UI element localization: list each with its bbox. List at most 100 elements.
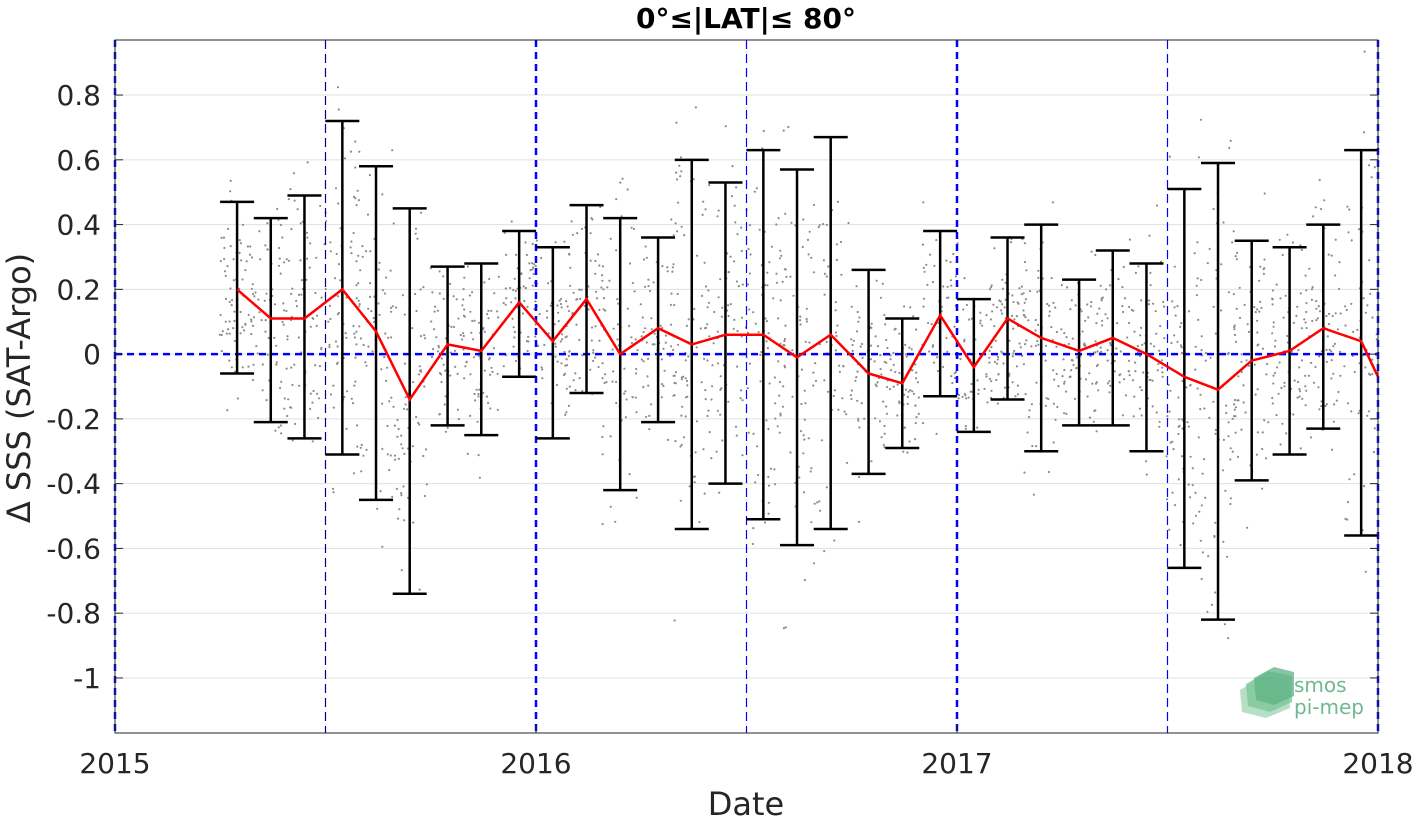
scatter-point bbox=[1213, 534, 1216, 538]
scatter-point bbox=[567, 404, 571, 407]
scatter-point bbox=[1131, 379, 1135, 382]
scatter-point bbox=[874, 383, 877, 386]
scatter-point bbox=[1016, 393, 1020, 396]
scatter-point bbox=[1305, 326, 1308, 330]
scatter-point bbox=[947, 296, 950, 299]
scatter-point bbox=[835, 258, 839, 261]
scatter-point bbox=[963, 392, 966, 395]
scatter-point bbox=[1044, 344, 1048, 347]
scatter-point bbox=[1261, 431, 1264, 434]
scatter-point bbox=[370, 310, 373, 313]
scatter-point bbox=[1172, 448, 1175, 451]
scatter-point bbox=[792, 294, 795, 297]
scatter-point bbox=[1368, 259, 1371, 262]
scatter-point bbox=[1060, 284, 1063, 287]
scatter-point bbox=[312, 389, 315, 393]
scatter-point bbox=[817, 226, 820, 229]
scatter-point bbox=[569, 266, 572, 269]
scatter-point bbox=[1171, 440, 1174, 443]
scatter-point bbox=[223, 258, 226, 261]
scatter-point bbox=[666, 266, 669, 269]
scatter-point bbox=[1193, 252, 1196, 255]
scatter-point bbox=[708, 184, 711, 187]
scatter-point bbox=[220, 350, 223, 353]
scatter-point bbox=[803, 579, 807, 582]
scatter-point bbox=[385, 379, 388, 382]
scatter-point bbox=[881, 282, 884, 285]
scatter-point bbox=[915, 328, 918, 331]
scatter-point bbox=[1028, 409, 1031, 412]
scatter-point bbox=[258, 230, 261, 233]
scatter-point bbox=[647, 357, 650, 360]
scatter-point bbox=[1214, 332, 1217, 335]
scatter-point bbox=[244, 269, 247, 272]
scatter-point bbox=[1052, 301, 1055, 304]
scatter-point bbox=[721, 439, 724, 442]
scatter-point bbox=[343, 157, 347, 160]
scatter-point bbox=[921, 243, 925, 246]
scatter-point bbox=[700, 294, 704, 297]
scatter-point bbox=[1317, 386, 1320, 389]
mean-line bbox=[236, 287, 1380, 402]
scatter-point bbox=[1000, 309, 1003, 312]
scatter-point bbox=[922, 297, 926, 300]
scatter-point bbox=[787, 125, 790, 129]
scatter-point bbox=[1350, 302, 1353, 305]
scatter-point bbox=[808, 341, 811, 344]
scatter-point bbox=[483, 281, 486, 284]
scatter-point bbox=[928, 350, 931, 353]
scatter-point bbox=[1122, 265, 1125, 269]
scatter-point bbox=[1231, 450, 1234, 453]
scatter-point bbox=[1158, 425, 1161, 428]
scatter-point bbox=[602, 288, 605, 291]
scatter-point bbox=[662, 347, 665, 350]
scatter-point bbox=[1273, 345, 1276, 348]
scatter-point bbox=[884, 323, 887, 326]
scatter-point bbox=[433, 310, 436, 313]
scatter-point bbox=[1057, 385, 1060, 388]
scatter-point bbox=[233, 310, 236, 313]
scatter-point bbox=[770, 245, 774, 248]
scatter-point bbox=[673, 619, 676, 622]
scatter-point bbox=[850, 389, 853, 392]
scatter-point bbox=[781, 280, 784, 283]
scatter-point bbox=[860, 402, 863, 405]
scatter-point bbox=[1036, 339, 1039, 343]
scatter-point bbox=[527, 340, 530, 343]
scatter-point bbox=[1014, 395, 1017, 398]
scatter-point bbox=[334, 340, 338, 343]
scatter-point bbox=[816, 501, 819, 504]
scatter-point bbox=[775, 272, 778, 275]
scatter-point bbox=[1134, 370, 1137, 373]
scatter-point bbox=[233, 339, 236, 343]
scatter-point bbox=[496, 408, 499, 411]
scatter-point bbox=[250, 318, 253, 321]
scatter-point bbox=[869, 344, 873, 347]
scatter-point bbox=[475, 388, 478, 391]
scatter-point bbox=[332, 491, 335, 494]
scatter-point bbox=[331, 487, 335, 490]
scatter-point bbox=[1262, 268, 1265, 271]
scatter-point bbox=[914, 363, 917, 366]
scatter-point bbox=[251, 256, 254, 259]
scatter-point bbox=[640, 358, 643, 361]
scatter-point bbox=[1271, 396, 1274, 400]
scatter-point bbox=[324, 288, 327, 291]
scatter-point bbox=[1026, 431, 1029, 434]
scatter-point bbox=[1326, 335, 1329, 338]
scatter-point bbox=[412, 521, 415, 524]
scatter-point bbox=[381, 402, 384, 405]
scatter-point bbox=[641, 316, 644, 319]
scatter-point bbox=[876, 345, 880, 348]
scatter-point bbox=[732, 260, 736, 263]
scatter-point bbox=[1063, 380, 1066, 383]
scatter-point bbox=[1314, 365, 1317, 369]
scatter-point bbox=[273, 303, 276, 306]
scatter-point bbox=[1151, 405, 1154, 408]
scatter-point bbox=[266, 222, 269, 225]
y-tick-label: -0.6 bbox=[46, 532, 101, 565]
scatter-point bbox=[1015, 315, 1019, 318]
scatter-point bbox=[990, 380, 993, 383]
scatter-point bbox=[904, 388, 908, 391]
scatter-point bbox=[1000, 350, 1003, 353]
